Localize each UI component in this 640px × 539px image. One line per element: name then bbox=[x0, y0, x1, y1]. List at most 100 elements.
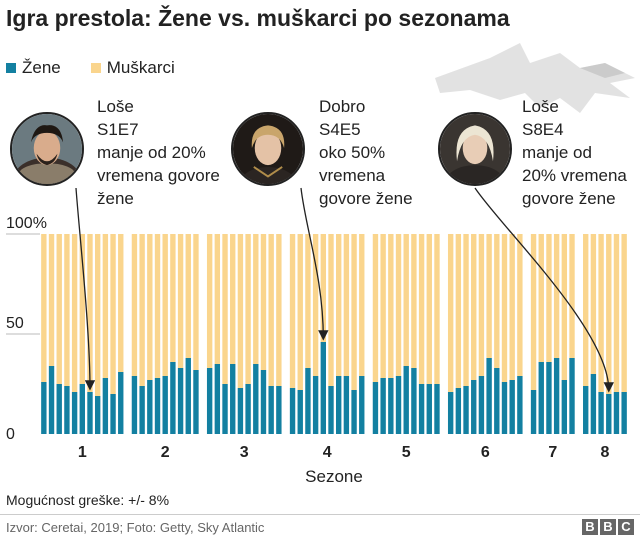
bar-women bbox=[237, 388, 244, 434]
bar-women bbox=[193, 370, 199, 434]
legend: Žene Muškarci bbox=[6, 58, 205, 78]
bar-women bbox=[509, 380, 515, 434]
bar-men bbox=[64, 234, 70, 386]
bar-women bbox=[289, 388, 296, 434]
x-tick-label: 2 bbox=[161, 444, 170, 461]
bar-men bbox=[162, 234, 168, 376]
bar-men bbox=[230, 234, 236, 364]
annotation-line: Loše bbox=[97, 97, 134, 116]
bar-women bbox=[486, 358, 492, 434]
bar-men bbox=[185, 234, 191, 358]
bar-men bbox=[372, 234, 379, 382]
bar-men bbox=[48, 234, 55, 366]
bar-women bbox=[517, 376, 523, 434]
bar-men bbox=[56, 234, 62, 384]
bar-men bbox=[222, 234, 228, 384]
bar-men bbox=[245, 234, 251, 384]
bar-women bbox=[418, 384, 425, 434]
x-tick-label: 3 bbox=[240, 444, 249, 461]
bar-women bbox=[621, 392, 627, 434]
bar-women bbox=[320, 342, 327, 434]
bar-men bbox=[305, 234, 311, 368]
bar-women bbox=[569, 358, 575, 434]
x-tick-label: 5 bbox=[402, 444, 411, 461]
annotation-line: 20% vremena bbox=[522, 166, 627, 185]
bar-women bbox=[395, 376, 402, 434]
legend-swatch-men bbox=[90, 63, 101, 73]
jon-snow-photo bbox=[10, 112, 84, 186]
bar-men bbox=[139, 234, 145, 386]
bar-women bbox=[463, 386, 469, 434]
daenerys-photo bbox=[438, 112, 512, 186]
bar-women bbox=[312, 376, 319, 434]
bar-women bbox=[426, 384, 432, 434]
bar-men bbox=[118, 234, 124, 372]
bar-men bbox=[395, 234, 402, 376]
bar-women bbox=[260, 370, 267, 434]
x-tick-label: 4 bbox=[323, 444, 332, 461]
bar-men bbox=[193, 234, 199, 370]
footer-divider bbox=[0, 514, 640, 515]
bar-men bbox=[463, 234, 469, 386]
x-tick-label: 7 bbox=[548, 444, 557, 461]
bar-women bbox=[48, 366, 55, 434]
annotation-line: manje od 20% bbox=[97, 143, 206, 162]
bar-men bbox=[206, 234, 213, 368]
bar-men bbox=[613, 234, 620, 392]
bar-women bbox=[154, 378, 161, 434]
bar-men bbox=[335, 234, 342, 376]
bar-women bbox=[388, 378, 394, 434]
x-tick-label: 8 bbox=[600, 444, 609, 461]
bar-women bbox=[41, 382, 47, 434]
bbc-logo-block: C bbox=[618, 519, 634, 535]
bar-men bbox=[598, 234, 604, 392]
bar-women bbox=[494, 368, 500, 434]
bar-women bbox=[79, 384, 85, 434]
bar-men bbox=[621, 234, 627, 392]
x-tick-label: 1 bbox=[78, 444, 87, 461]
bar-women bbox=[343, 376, 350, 434]
bar-women bbox=[297, 390, 303, 434]
bar-men bbox=[147, 234, 153, 380]
bar-men bbox=[79, 234, 85, 384]
annotation-line: žene bbox=[97, 189, 134, 208]
bar-men bbox=[590, 234, 597, 374]
bar-men bbox=[131, 234, 138, 376]
bar-women bbox=[305, 368, 311, 434]
bar-women bbox=[598, 392, 604, 434]
bar-women bbox=[530, 390, 537, 434]
bar-men bbox=[94, 234, 101, 396]
bar-women bbox=[335, 376, 342, 434]
bar-men bbox=[110, 234, 116, 394]
bar-women bbox=[276, 386, 282, 434]
bar-men bbox=[297, 234, 303, 390]
bar-women bbox=[94, 396, 101, 434]
bar-women bbox=[71, 392, 78, 434]
annotation-line: oko 50% bbox=[319, 143, 386, 162]
bar-women bbox=[613, 392, 620, 434]
bar-men bbox=[606, 234, 612, 394]
bar-women bbox=[268, 386, 274, 434]
bar-men bbox=[447, 234, 454, 392]
bar-men bbox=[102, 234, 109, 378]
bar-men bbox=[268, 234, 274, 386]
bar-women bbox=[56, 384, 62, 434]
bar-women bbox=[380, 378, 386, 434]
bar-men bbox=[455, 234, 462, 388]
bar-women bbox=[546, 362, 552, 434]
x-axis-title: Sezone bbox=[305, 467, 363, 486]
dragon-illustration bbox=[435, 43, 635, 113]
bar-women bbox=[87, 392, 93, 434]
annotation-s4e5: Dobro S4E5 oko 50% vremena govore žene bbox=[319, 95, 413, 210]
legend-item-men: Muškarci bbox=[90, 58, 175, 78]
annotation-line: Loše bbox=[522, 97, 559, 116]
bar-men bbox=[561, 234, 568, 380]
bar-men bbox=[583, 234, 589, 386]
bar-men bbox=[170, 234, 176, 362]
bar-men bbox=[501, 234, 508, 382]
bbc-logo: B B C bbox=[580, 519, 634, 535]
bar-women bbox=[606, 394, 612, 434]
bar-women bbox=[501, 382, 508, 434]
bar-men bbox=[486, 234, 492, 358]
legend-label-men: Muškarci bbox=[106, 58, 175, 77]
